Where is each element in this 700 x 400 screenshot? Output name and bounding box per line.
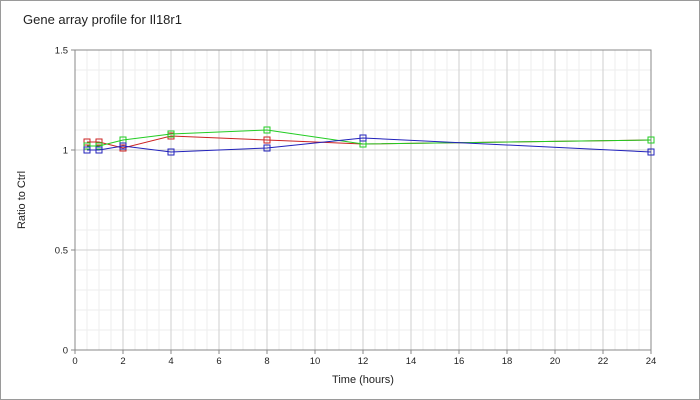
series-layer (83, 126, 655, 156)
x-tick-label: 10 (310, 356, 321, 367)
data-point (263, 126, 271, 134)
chart-title: Gene array profile for Il18r1 (23, 12, 182, 27)
data-point (83, 146, 91, 154)
data-point (263, 144, 271, 152)
y-axis-label: Ratio to Ctrl (16, 171, 28, 229)
data-point (119, 142, 127, 150)
data-point (167, 130, 175, 138)
data-point (359, 134, 367, 142)
data-point (263, 136, 271, 144)
x-tick-label: 4 (168, 356, 173, 367)
data-point (95, 142, 103, 150)
data-point (95, 146, 103, 154)
series-line (87, 129, 652, 147)
x-tick-label: 16 (454, 356, 465, 367)
data-point (167, 148, 175, 156)
x-tick-label: 20 (550, 356, 561, 367)
data-point (83, 142, 91, 150)
data-point (83, 138, 91, 146)
data-point (647, 148, 655, 156)
data-point (647, 136, 655, 144)
x-axis: 0 2 4 6 8 10 12 14 16 18 20 22 24 (72, 350, 656, 367)
x-tick-label: 14 (406, 356, 417, 367)
x-tick-label: 0 (72, 356, 77, 367)
y-tick-label: 1.5 (55, 46, 68, 57)
y-axis: 0 0.5 1 1.5 (55, 46, 75, 357)
x-tick-label: 6 (216, 356, 221, 367)
data-point (95, 138, 103, 146)
x-tick-label: 22 (598, 356, 609, 367)
x-tick-label: 12 (358, 356, 369, 367)
series-2 (83, 126, 655, 150)
x-tick-label: 18 (502, 356, 513, 367)
x-tick-label: 24 (646, 356, 657, 367)
series-3 (83, 134, 655, 156)
major-grid (74, 49, 652, 351)
x-tick-label: 8 (264, 356, 269, 367)
x-tick-label: 2 (120, 356, 125, 367)
x-axis-label: Time (hours) (332, 374, 394, 386)
y-tick-label: 0 (63, 346, 68, 357)
series-line (87, 137, 652, 153)
y-tick-label: 1 (63, 146, 68, 157)
y-tick-label: 0.5 (55, 246, 68, 257)
